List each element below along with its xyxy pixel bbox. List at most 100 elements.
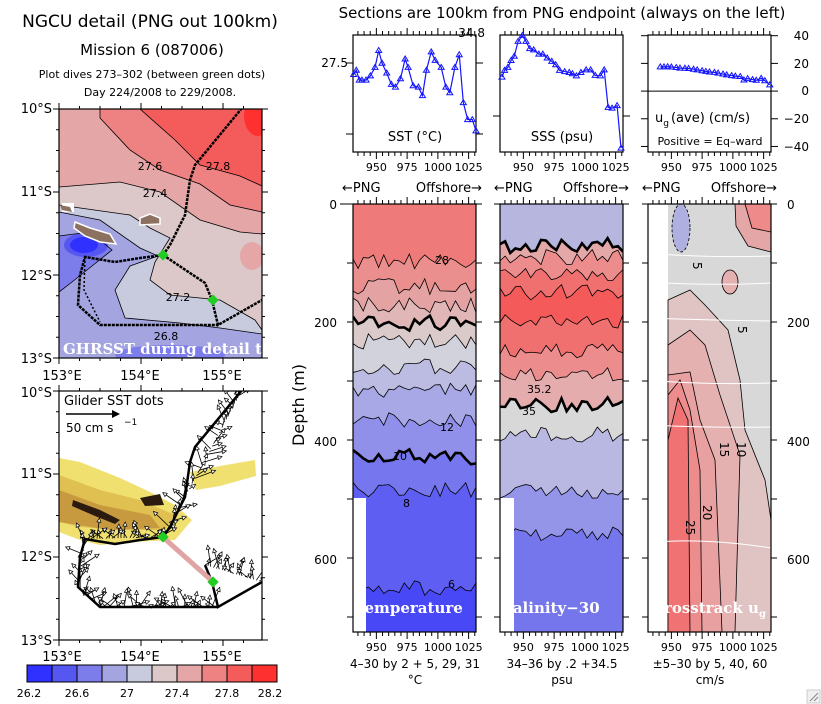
colorbar-label: 27.8	[215, 687, 240, 700]
plot-frame	[499, 34, 624, 153]
glider-track	[76, 109, 243, 327]
data-point	[565, 68, 574, 75]
velocity-arrow-head	[87, 531, 93, 538]
data-point	[498, 73, 506, 80]
depth-tick-label: 200	[314, 316, 337, 330]
section-band	[353, 278, 476, 313]
ug-label-main: u	[655, 111, 663, 126]
section-band	[500, 284, 623, 329]
colorbar-swatch	[151, 664, 178, 683]
no-data-region	[500, 498, 514, 632]
velocity-arrow-head	[181, 515, 188, 521]
data-point	[722, 70, 731, 78]
lat-label: 12°S	[21, 269, 52, 284]
velocity-arrow-head	[116, 523, 122, 529]
land-masses	[60, 203, 161, 245]
ug-band-offshore-core	[744, 204, 771, 233]
x-tick-label: 975	[544, 161, 565, 174]
velocity-arrow-head	[217, 441, 223, 447]
section-frame	[352, 203, 477, 633]
velocity-arrow-head	[152, 510, 159, 517]
velocity-arrow-head	[217, 551, 223, 557]
x-tick-label: 1025	[455, 161, 483, 174]
section-band	[353, 580, 476, 632]
velocity-arrow-head	[236, 562, 242, 569]
velocity-arrow-head	[200, 595, 206, 602]
velocity-arrow-head	[71, 563, 77, 569]
x-tick-label: 950	[513, 641, 534, 654]
data-point	[752, 76, 761, 83]
colorbar-swatch	[26, 664, 53, 683]
contour-line	[353, 332, 476, 350]
contour-line	[353, 253, 476, 270]
section-band	[500, 397, 623, 442]
section-axes: 950 975 1000 1025 950 975 1000 1025 950 975 1000 10…	[340, 197, 778, 654]
contour-line	[500, 248, 623, 266]
velocity-arrow-head	[153, 597, 160, 603]
velocity-arrow-head	[174, 595, 179, 601]
velocity-arrow-head	[101, 586, 107, 593]
data-point	[538, 50, 547, 57]
data-point	[613, 101, 621, 109]
velocity-arrow-head	[182, 593, 188, 599]
contour-line	[500, 426, 623, 443]
x-tick-label: 1025	[602, 641, 630, 654]
lon-label: 155°E	[202, 369, 242, 384]
contour-line	[500, 314, 623, 329]
sections-title: Sections are 100km from PNG endpoint (al…	[339, 4, 786, 22]
velocity-arrow	[230, 385, 242, 390]
contour-line	[353, 277, 476, 296]
ug-y-tick: 0	[801, 84, 809, 98]
contour-line	[353, 358, 476, 375]
data-point	[596, 71, 605, 79]
section-band	[500, 527, 623, 632]
data-point	[431, 56, 440, 63]
velocity-section: 5 5 15 10 20 25 Crosstrack ug	[648, 204, 771, 632]
contour-label: 6	[448, 578, 455, 591]
colorbar-swatch	[76, 664, 103, 683]
lat-label: 12°S	[21, 550, 52, 565]
velocity-arrow-head	[221, 444, 227, 450]
data-point	[577, 68, 585, 75]
velocity-arrow-head	[79, 556, 85, 563]
contour-line	[500, 367, 623, 382]
temperature-unit: °C	[408, 673, 422, 687]
data-point	[591, 71, 600, 78]
contour-label: 10	[734, 442, 748, 457]
velocity-arrow-head	[145, 590, 151, 597]
data-point	[514, 37, 522, 44]
resize-grip-icon[interactable]	[806, 689, 821, 704]
map-caption: Glider SST dots	[64, 394, 164, 409]
data-point	[507, 56, 515, 64]
data-point	[468, 115, 477, 123]
velocity-arrow-head	[230, 385, 234, 389]
contour-label: 15	[717, 442, 731, 457]
velocity-arrow-head	[155, 600, 161, 606]
mission-title: Mission 6 (087006)	[80, 41, 224, 59]
glider-track	[76, 391, 243, 609]
x-tick-label: 1025	[750, 641, 778, 654]
velocity-arrow-head	[170, 601, 177, 607]
velocity-arrow-head	[186, 602, 192, 607]
velocity-arrow-head	[64, 546, 71, 552]
velocity-arrow-head	[224, 391, 230, 395]
data-point	[427, 47, 436, 55]
velocity-arrow-head	[96, 517, 102, 523]
velocity-contour-spec: ±5–30 by 5, 40, 60	[653, 657, 768, 671]
colorbar-swatch	[126, 664, 153, 683]
contour-label: 28	[435, 254, 449, 267]
map-ticks	[53, 103, 268, 646]
x-tick-label: 1000	[571, 161, 599, 174]
contour-label: 27.4	[143, 187, 168, 200]
velocity-arrow-head	[182, 476, 188, 483]
velocity-arrow-head	[193, 590, 199, 597]
data-point	[765, 80, 774, 88]
data-point	[378, 59, 386, 66]
velocity-arrow-head	[170, 585, 176, 592]
velocity-arrow-head	[248, 558, 255, 565]
velocity-arrow-head	[79, 532, 85, 538]
data-point	[503, 63, 512, 70]
velocity-arrow-head	[116, 592, 122, 599]
section-band	[353, 383, 476, 427]
